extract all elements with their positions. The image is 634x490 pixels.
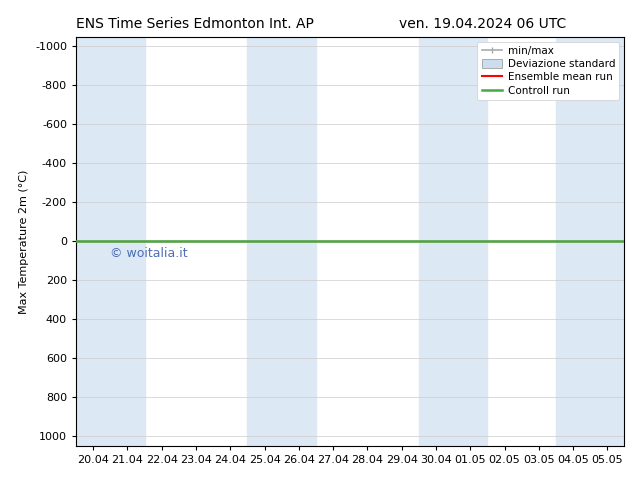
Legend: min/max, Deviazione standard, Ensemble mean run, Controll run: min/max, Deviazione standard, Ensemble m… <box>477 42 619 99</box>
Text: ven. 19.04.2024 06 UTC: ven. 19.04.2024 06 UTC <box>399 17 567 31</box>
Text: ENS Time Series Edmonton Int. AP: ENS Time Series Edmonton Int. AP <box>76 17 314 31</box>
Bar <box>419 37 488 446</box>
Y-axis label: Max Temperature 2m (°C): Max Temperature 2m (°C) <box>20 169 30 314</box>
Bar <box>556 37 624 446</box>
Bar <box>247 37 316 446</box>
Text: © woitalia.it: © woitalia.it <box>110 247 188 260</box>
Bar <box>76 37 145 446</box>
